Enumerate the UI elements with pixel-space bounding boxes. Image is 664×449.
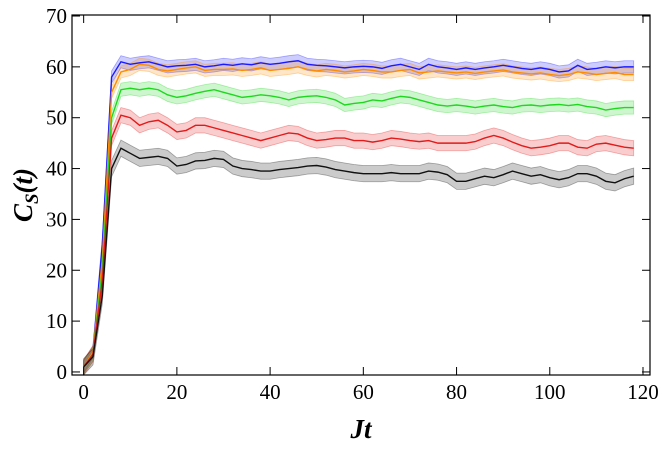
y-label-rest: (t) [8, 168, 38, 193]
y-label-subscript: S [22, 193, 43, 204]
x-tick-label: 80 [446, 380, 467, 404]
series-line [83, 114, 634, 368]
y-tick-label: 40 [46, 157, 67, 181]
y-tick-label: 70 [46, 4, 67, 28]
plot-frame [71, 14, 651, 376]
error-band [83, 54, 635, 375]
series-line [83, 60, 634, 368]
y-axis-label: CS(t) [8, 168, 43, 222]
x-tick-label: 20 [166, 380, 187, 404]
error-band [83, 81, 635, 375]
y-tick-label: 20 [46, 258, 67, 282]
x-tick-label: 100 [534, 380, 566, 404]
series-line [83, 147, 634, 368]
error-band [83, 107, 635, 376]
lines [83, 60, 634, 368]
x-tick-label: 120 [627, 380, 659, 404]
x-tick-label: 40 [260, 380, 281, 404]
x-axis-label: Jt [349, 414, 373, 444]
series-line [83, 63, 634, 368]
y-tick-label: 50 [46, 106, 67, 130]
series-line [83, 87, 634, 368]
x-tick-label: 0 [78, 380, 89, 404]
y-label-base: C [8, 203, 38, 222]
x-tick-label: 60 [353, 380, 374, 404]
y-tick-label: 0 [57, 360, 68, 384]
error-band [83, 139, 635, 377]
y-tick-label: 30 [46, 207, 67, 231]
y-tick-label: 10 [46, 309, 67, 333]
y-tick-label: 60 [46, 55, 67, 79]
